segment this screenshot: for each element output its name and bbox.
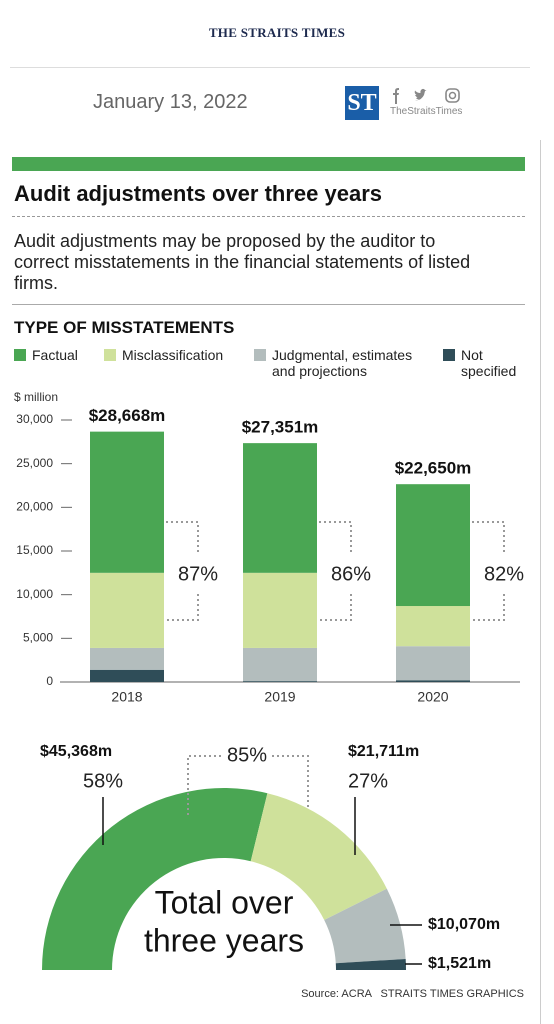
- share-label: 86%: [331, 563, 371, 585]
- legend-label: Judgmental, estimates and projections: [272, 347, 413, 379]
- share-label: 27%: [348, 770, 388, 792]
- facebook-icon[interactable]: [393, 88, 399, 104]
- logo[interactable]: ST: [345, 86, 379, 120]
- share-bracket: [319, 521, 352, 621]
- donut-segment: [250, 793, 387, 920]
- x-tick-label: 2018: [111, 689, 142, 705]
- y-tick-label: 20,000: [16, 500, 53, 514]
- combined-bracket: [187, 755, 309, 815]
- bar-segment: [243, 681, 317, 682]
- instagram-icon[interactable]: [445, 88, 460, 103]
- social-icons: [393, 88, 460, 104]
- masthead: THE STRAITS TIMES: [208, 25, 346, 40]
- y-axis-label: $ million: [14, 390, 59, 404]
- legend-swatch: [254, 349, 266, 361]
- share-bracket: [166, 521, 199, 621]
- legend-label: Factual: [32, 347, 78, 363]
- bar-segment: [243, 572, 317, 648]
- leader-line: [102, 797, 422, 965]
- legend-swatch: [14, 349, 26, 361]
- legend-swatch: [443, 349, 455, 361]
- title-bar: [12, 157, 525, 171]
- y-tick-label: 10,000: [16, 587, 53, 601]
- header-rule: [10, 67, 530, 68]
- center-text: three years: [144, 922, 304, 958]
- description: Audit adjustments may be proposed by the…: [14, 231, 471, 293]
- bar-segment: [396, 680, 470, 682]
- share-bracket: [472, 521, 505, 621]
- y-tick-label: 0: [46, 674, 53, 688]
- desc-rule: [12, 304, 525, 305]
- value-label: $10,070m: [428, 916, 500, 933]
- bar-segment: [396, 484, 470, 607]
- bar-segment: [243, 443, 317, 573]
- y-tick-label: 25,000: [16, 456, 53, 470]
- legend-item: Judgmental, estimates and projections: [254, 347, 429, 379]
- share-label: 58%: [83, 770, 123, 792]
- x-tick-label: 2020: [417, 689, 448, 705]
- twitter-icon[interactable]: [414, 88, 427, 101]
- bar-segment: [90, 647, 164, 670]
- donut-segment: [324, 888, 406, 964]
- total-label: $28,668m: [89, 406, 166, 425]
- legend-swatch: [104, 349, 116, 361]
- donut-segment: [42, 788, 268, 970]
- instagram-lens: [448, 91, 457, 100]
- bar-segment: [396, 646, 470, 681]
- handle: TheStraitsTimes: [390, 106, 463, 117]
- donut-segment: [335, 958, 406, 970]
- legend-label: Misclassification: [122, 347, 224, 363]
- bar-segment: [243, 647, 317, 682]
- x-tick-label: 2019: [264, 689, 295, 705]
- title-rule: [12, 216, 525, 217]
- bar-segment: [90, 572, 164, 648]
- center-text: Total over: [155, 884, 294, 920]
- right-rule: [540, 140, 541, 1024]
- total-label: $27,351m: [242, 418, 319, 437]
- y-tick-label: 15,000: [16, 543, 53, 557]
- share-label: 82%: [484, 563, 524, 585]
- legend-item: Not specified: [443, 347, 518, 379]
- value-label: $45,368m: [40, 743, 112, 760]
- bar-segment: [90, 669, 164, 682]
- legend-item: Misclassification: [104, 347, 244, 363]
- bar-segment: [90, 431, 164, 573]
- legend-item: Factual: [14, 347, 99, 363]
- y-tick-label: 5,000: [23, 631, 53, 645]
- combined-share-label: 85%: [227, 744, 267, 766]
- bar-segment: [396, 606, 470, 647]
- date: January 13, 2022: [93, 91, 248, 113]
- total-label: $22,650m: [395, 459, 472, 478]
- chart-title: TYPE OF MISSTATEMENTS: [14, 318, 235, 337]
- value-label: $1,521m: [428, 955, 491, 972]
- share-label: 87%: [178, 563, 218, 585]
- title: Audit adjustments over three years: [14, 181, 383, 206]
- source: Source: ACRA STRAITS TIMES GRAPHICS: [301, 988, 524, 1000]
- legend-label: Not specified: [461, 347, 517, 379]
- value-label: $21,711m: [348, 743, 419, 760]
- y-tick-label: 30,000: [16, 412, 53, 426]
